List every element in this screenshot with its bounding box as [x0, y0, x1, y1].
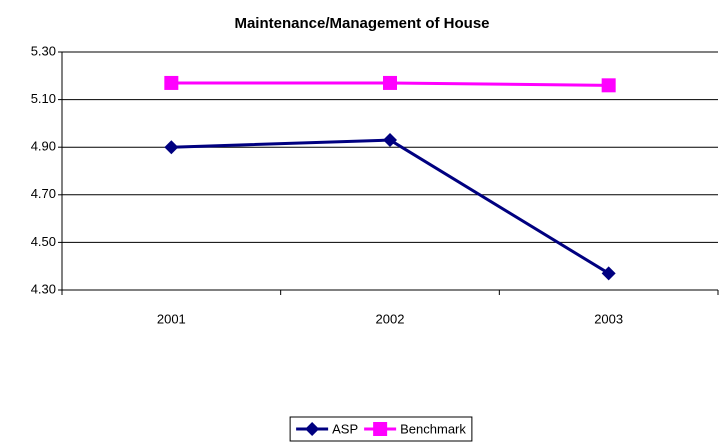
- point-marker: [601, 266, 616, 281]
- legend-marker: [305, 422, 320, 436]
- y-tick-label: 4.90: [31, 139, 56, 154]
- y-tick-label: 5.30: [31, 43, 56, 58]
- x-tick-label: 2001: [157, 311, 186, 326]
- point-marker: [383, 75, 397, 90]
- point-marker: [601, 78, 616, 93]
- y-tick-label: 4.30: [31, 281, 56, 296]
- legend-label: Benchmark: [400, 421, 466, 436]
- x-tick-label: 2002: [376, 311, 405, 326]
- y-tick-label: 4.70: [31, 186, 56, 201]
- y-tick-label: 4.50: [31, 234, 56, 249]
- legend-marker: [373, 422, 388, 436]
- y-tick-label: 5.10: [31, 91, 56, 106]
- point-marker: [383, 133, 397, 148]
- point-marker: [164, 75, 179, 90]
- series-line: [171, 138, 610, 275]
- x-tick-label: 2003: [594, 311, 623, 326]
- chart-title: Maintenance/Management of House: [234, 15, 489, 32]
- legend-label: ASP: [332, 421, 358, 436]
- point-marker: [164, 140, 179, 155]
